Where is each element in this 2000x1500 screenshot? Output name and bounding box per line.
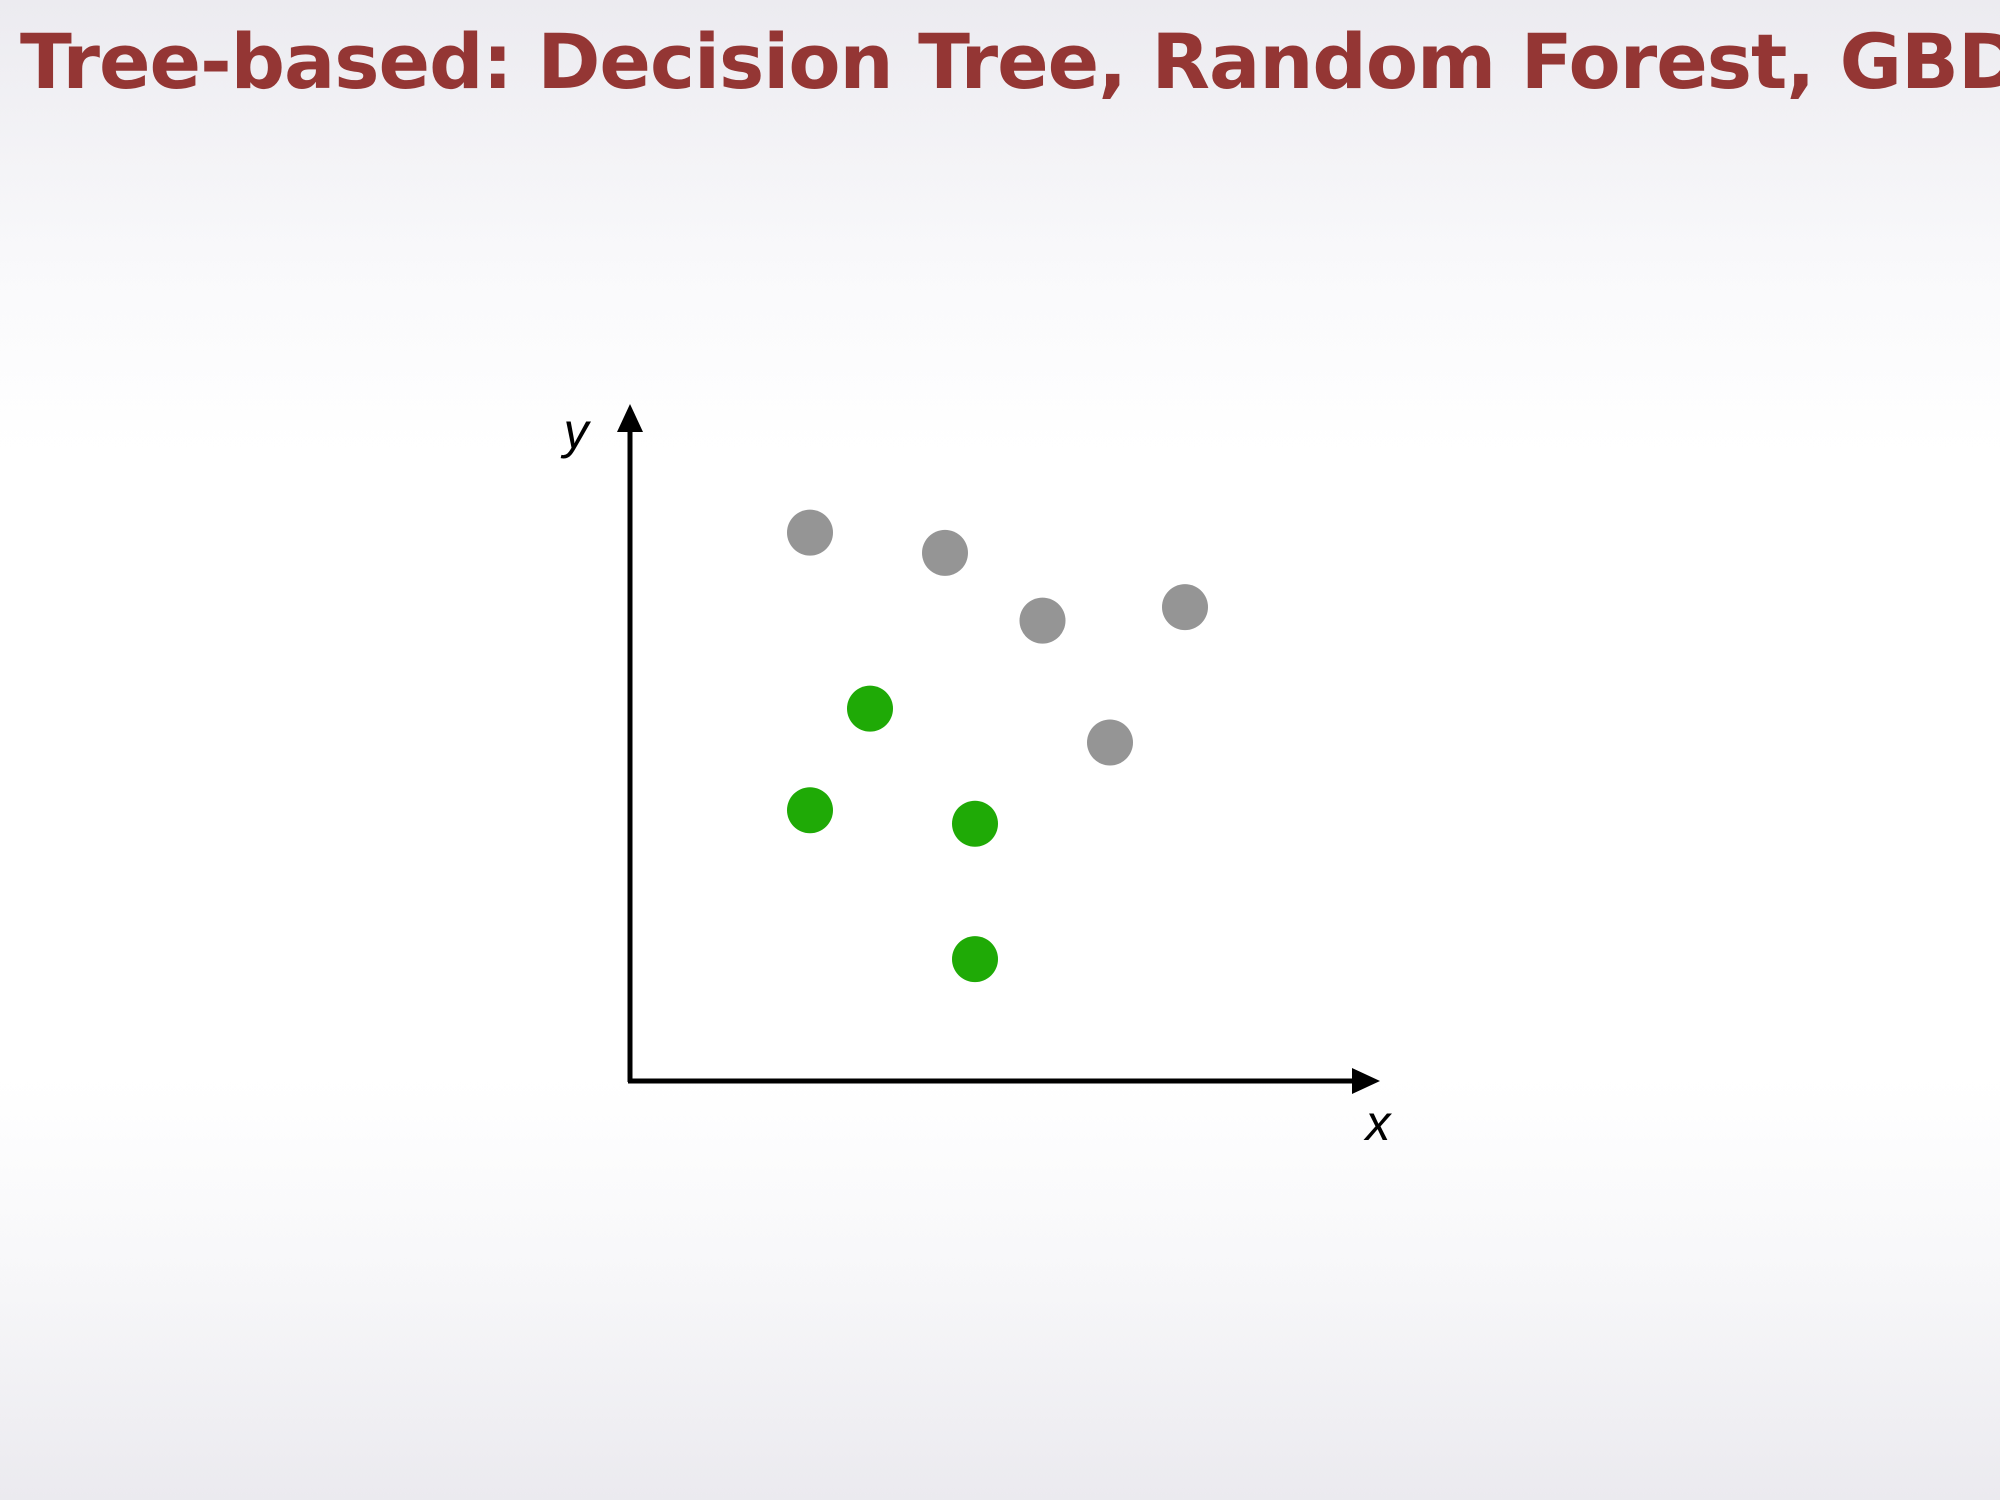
data-point-s1-3 [1019, 597, 1066, 644]
x-axis-label: x [1364, 1095, 1393, 1151]
data-point-s2-1 [847, 685, 893, 732]
data-point-s2-3 [952, 800, 998, 847]
x-axis-arrowhead [1352, 1068, 1380, 1094]
data-point-s1-1 [787, 509, 833, 556]
y-axis-label: y [561, 403, 592, 459]
data-points [787, 509, 1208, 983]
data-point-s1-2 [922, 529, 968, 576]
y-axis-arrowhead [617, 404, 643, 432]
data-point-s2-4 [952, 936, 998, 983]
slide-title: Tree-based: Decision Tree, Random Forest… [20, 17, 2000, 106]
data-point-s2-2 [787, 787, 833, 834]
data-point-s1-5 [1087, 719, 1133, 766]
data-point-s1-4 [1162, 584, 1208, 631]
